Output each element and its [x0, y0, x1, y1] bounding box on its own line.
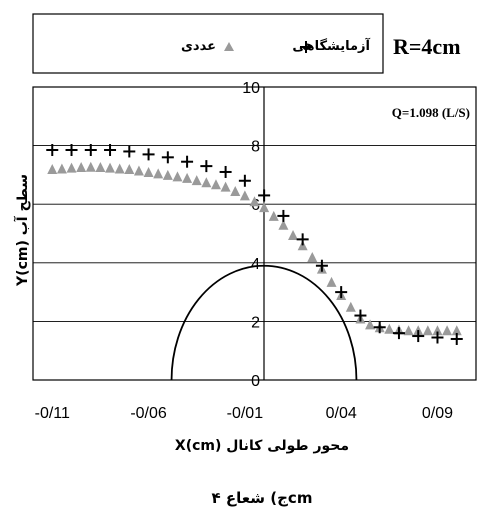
numeric-point	[172, 171, 183, 182]
experimental-point	[65, 143, 78, 156]
y-tick-label: 8	[251, 139, 260, 156]
experimental-point	[258, 189, 271, 202]
legend-numeric-label: عددی	[181, 39, 216, 54]
numeric-point	[191, 175, 202, 186]
numeric-point	[133, 165, 144, 176]
figure-caption: ج) شعاع ۴cm	[212, 489, 313, 507]
experimental-point	[238, 174, 251, 187]
numeric-point	[76, 161, 87, 172]
legend-experimental-label: آزمایشگاهی	[292, 37, 370, 54]
experimental-point	[104, 143, 117, 156]
x-tick-label: -0/06	[130, 405, 167, 422]
experimental-point	[200, 160, 213, 173]
numeric-point	[268, 210, 279, 221]
x-tick-label: -0/11	[35, 405, 70, 422]
experimental-point	[335, 286, 348, 299]
numeric-point	[432, 325, 443, 336]
experimental-point	[296, 233, 309, 246]
legend-triangle-marker	[224, 42, 234, 51]
y-tick-label: 0	[251, 373, 260, 390]
numeric-point	[162, 169, 173, 180]
experimental-point	[84, 143, 97, 156]
experimental-point	[46, 143, 59, 156]
numeric-point	[259, 202, 270, 213]
experimental-point	[450, 332, 463, 345]
numeric-point	[326, 276, 337, 287]
numeric-point	[384, 323, 395, 334]
x-tick-label: 0/09	[422, 405, 453, 422]
experimental-point	[123, 145, 136, 158]
x-tick-label: 0/04	[326, 405, 357, 422]
numeric-point	[288, 229, 299, 240]
numeric-point	[345, 301, 356, 312]
numeric-point	[201, 177, 212, 188]
flow-annotation: Q=1.098 (L/S)	[392, 105, 470, 120]
numeric-point	[403, 325, 414, 336]
numeric-point	[278, 219, 289, 230]
numeric-point	[56, 163, 67, 174]
numeric-point	[114, 163, 125, 174]
x-axis-label: X(cm) محور طولی کانال	[175, 438, 349, 454]
numeric-point	[422, 325, 433, 336]
experimental-point	[219, 165, 232, 178]
numeric-point	[85, 161, 96, 172]
numeric-point	[249, 196, 260, 207]
y-tick-label: 4	[251, 256, 260, 273]
numeric-point	[451, 325, 462, 336]
experimental-point	[277, 209, 290, 222]
numeric-point	[210, 179, 221, 190]
numeric-point	[230, 186, 241, 197]
experimental-point	[315, 259, 328, 272]
experimental-point	[354, 309, 367, 322]
legend-box	[32, 13, 384, 74]
legend-plus-marker	[300, 41, 312, 53]
numeric-point	[239, 190, 250, 201]
experimental-point	[431, 331, 444, 344]
experimental-point	[373, 321, 386, 334]
plot-frame	[32, 86, 477, 381]
numeric-point	[307, 251, 318, 262]
obstacle-arc	[170, 265, 358, 381]
numeric-point	[66, 162, 77, 173]
experimental-point	[181, 155, 194, 168]
series-experimental	[46, 143, 463, 345]
numeric-point	[153, 168, 164, 179]
x-tick-label: -0/01	[227, 405, 264, 422]
numeric-point	[220, 181, 231, 192]
experimental-point	[412, 330, 425, 343]
x-tick-labels: -0/11 -0/06 -0/01 0/04 0/09	[35, 405, 454, 422]
experimental-point	[392, 327, 405, 340]
numeric-point	[95, 161, 106, 172]
obstacle	[170, 265, 358, 381]
radius-label: R=4cm	[393, 34, 461, 59]
numeric-point	[124, 164, 135, 175]
numeric-point	[47, 164, 58, 175]
numeric-point	[442, 325, 453, 336]
numeric-point	[182, 172, 193, 183]
experimental-point	[142, 148, 155, 161]
experimental-point	[161, 151, 174, 164]
numeric-point	[143, 166, 154, 177]
y-tick-label: 10	[242, 80, 260, 97]
numeric-point	[105, 162, 116, 173]
y-tick-label: 2	[251, 314, 260, 331]
y-axis-label: Y(cm) سطح آب	[13, 174, 31, 287]
numeric-point	[365, 319, 376, 330]
